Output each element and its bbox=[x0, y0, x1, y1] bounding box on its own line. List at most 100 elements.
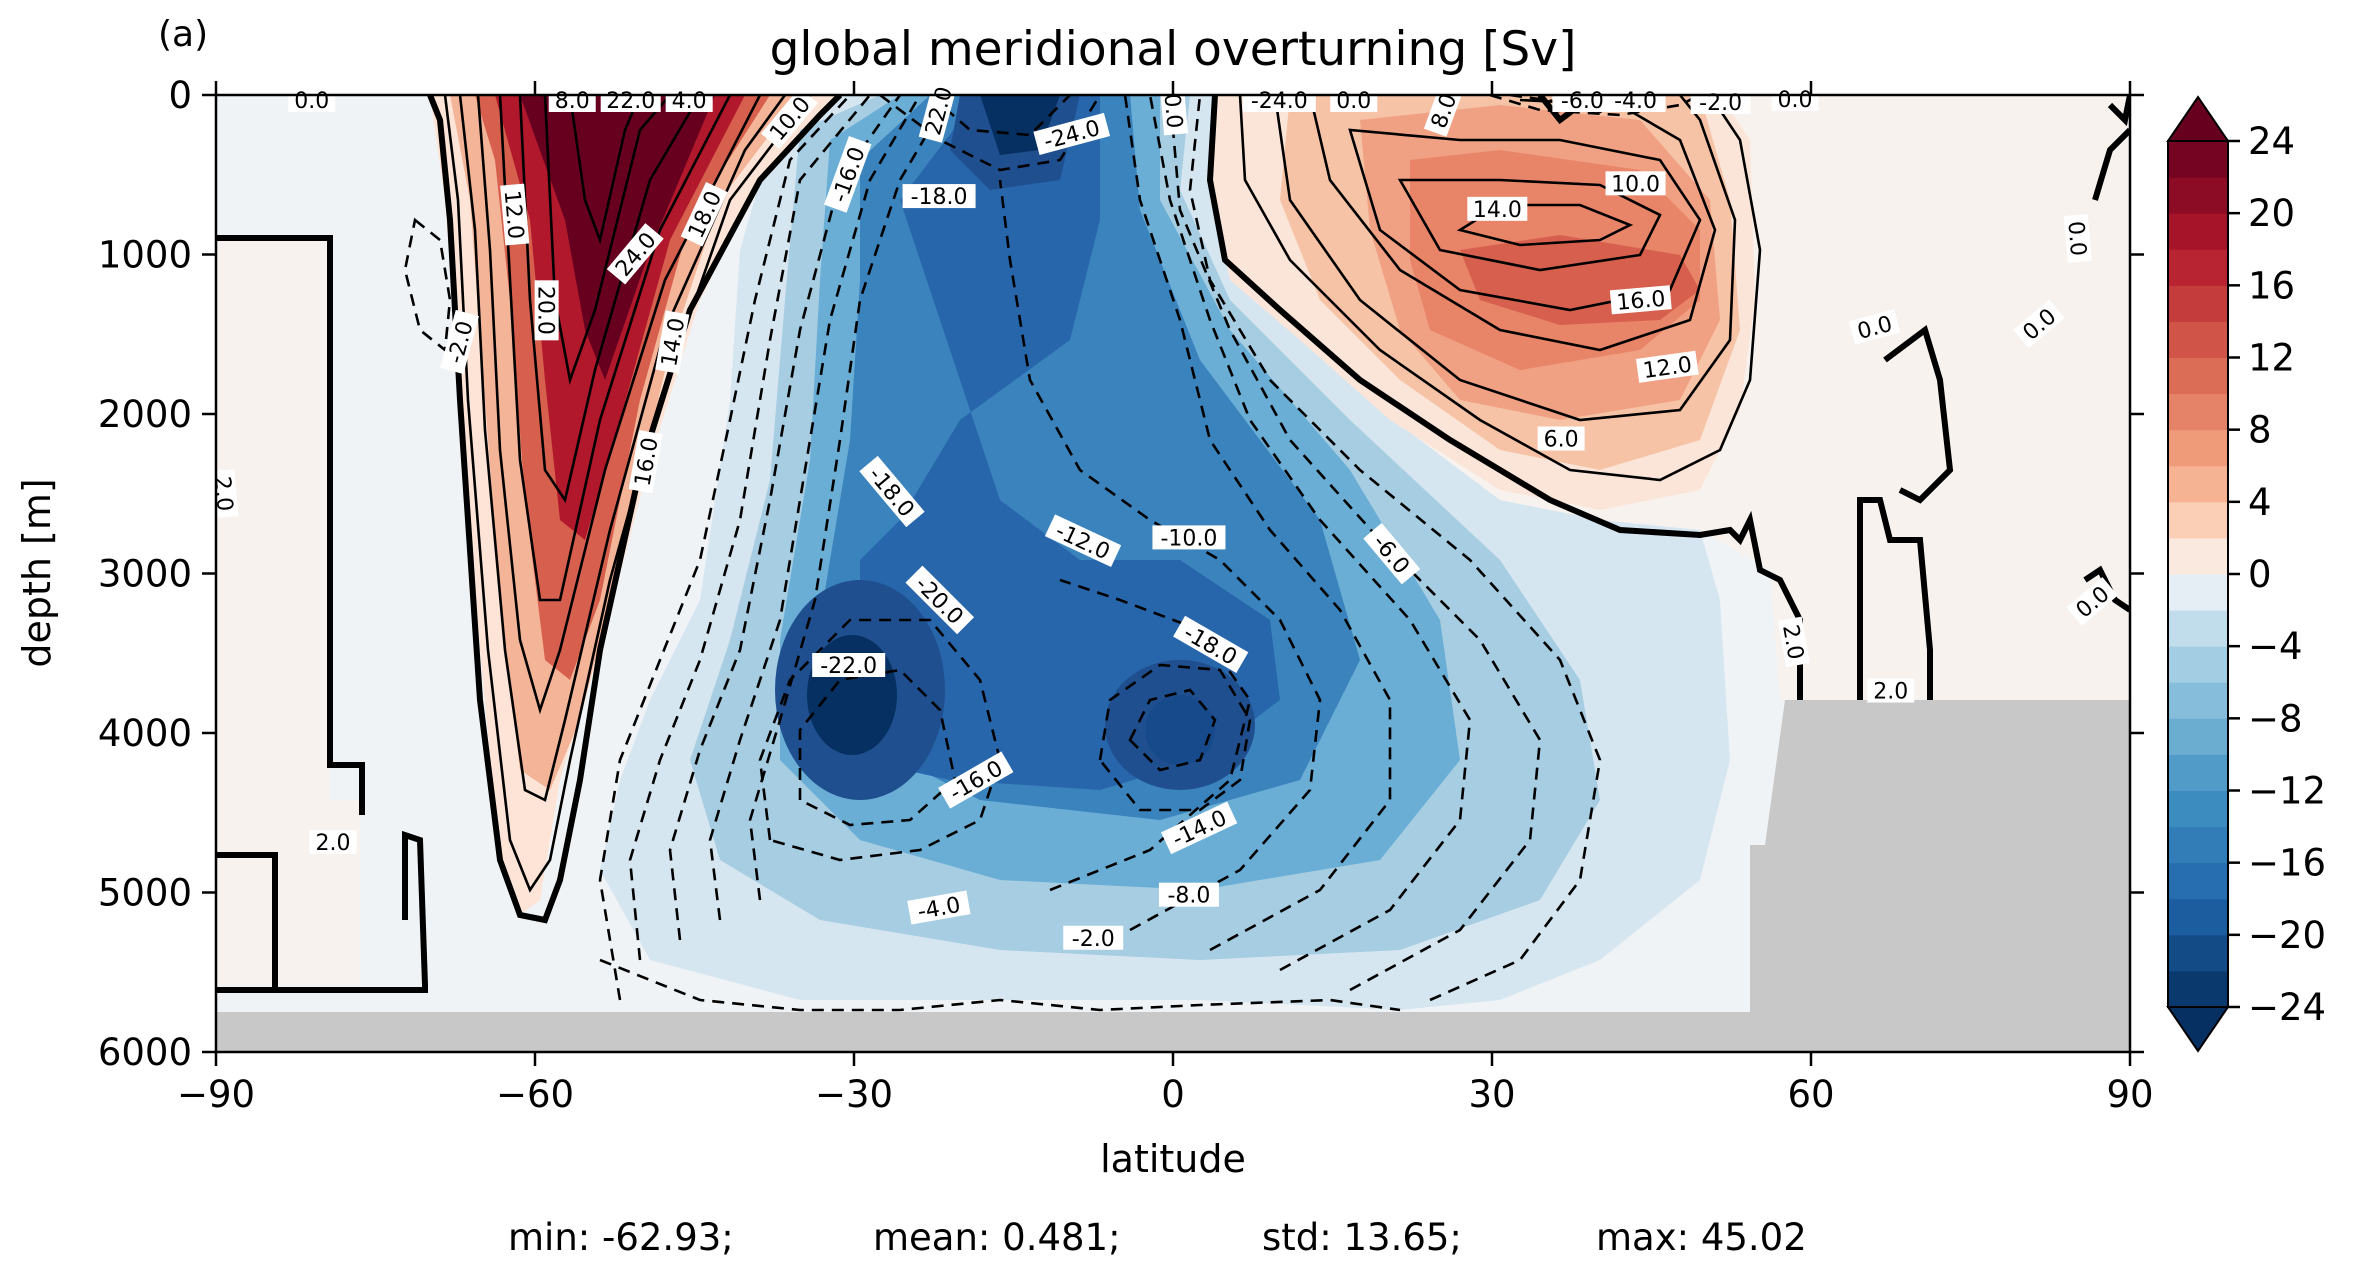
contour-label: 0.0 bbox=[2062, 214, 2092, 263]
stat-max: max: 45.02 bbox=[1596, 1216, 1807, 1259]
contour-label-text: -22.0 bbox=[820, 654, 877, 679]
contour-label-text: 0.0 bbox=[1159, 92, 1187, 129]
contour-label-bg bbox=[680, 181, 728, 247]
contour-label: -18.0 bbox=[902, 184, 976, 210]
contour-label: -8.0 bbox=[1158, 882, 1219, 909]
contour-label: -22.0 bbox=[812, 653, 886, 679]
contour-label-bg bbox=[1778, 616, 1810, 668]
colorbar-segment bbox=[2168, 862, 2228, 900]
contour-label-text: 16.0 bbox=[1615, 287, 1666, 316]
y-tick-label: 6000 bbox=[98, 1031, 192, 1074]
colorbar-segment bbox=[2168, 574, 2228, 611]
contour-label-bg bbox=[1033, 112, 1111, 155]
colorbar: 24 20 16 12 8 4 0 −4 −8 −12 −16 −20 −24 bbox=[2166, 95, 2326, 1053]
contour-label-bg bbox=[1467, 196, 1528, 221]
x-tick-label: 0 bbox=[1161, 1073, 1185, 1116]
colorbar-segment bbox=[2168, 249, 2228, 286]
colorbar-segment bbox=[2168, 501, 2228, 539]
contour-label-bg bbox=[500, 183, 530, 246]
contour-label-text: 2.0 bbox=[1777, 623, 1808, 662]
negative-contour-lines bbox=[403, 95, 1701, 1012]
contour-label: 0.0 bbox=[288, 88, 336, 114]
contour-label-bg bbox=[812, 653, 886, 678]
contour-label-bg bbox=[2066, 577, 2118, 626]
contour-label-text: 6.0 bbox=[1544, 428, 1579, 453]
contour-label-bg bbox=[1635, 350, 1699, 383]
contour-label-text: 0.0 bbox=[1336, 89, 1371, 114]
contour-label-bg bbox=[1242, 88, 1316, 112]
contour-label: 12.0 bbox=[499, 183, 530, 246]
colorbar-tick-label: −24 bbox=[2248, 986, 2326, 1029]
plot-area bbox=[216, 95, 2130, 1052]
contour-label-bg bbox=[1552, 88, 1613, 112]
y-tick-label: 3000 bbox=[98, 553, 192, 596]
contour-label-bg bbox=[309, 830, 357, 855]
contour-label-bg bbox=[548, 88, 596, 112]
contour-label: 4.0 bbox=[665, 88, 713, 114]
colorbar-segment bbox=[2168, 141, 2228, 178]
colorbar-tick-label: 24 bbox=[2248, 120, 2295, 163]
contour-label-text: -8.0 bbox=[1167, 884, 1210, 909]
contour-label-bg bbox=[628, 430, 663, 494]
contour-label-text: -18.0 bbox=[911, 185, 968, 210]
colorbar-segment bbox=[2168, 285, 2228, 322]
x-axis-label: latitude bbox=[1100, 1137, 1246, 1181]
contour-label-bg bbox=[440, 309, 479, 375]
contour-label: 6.0 bbox=[1537, 426, 1585, 453]
contour-label-bg bbox=[1158, 882, 1219, 907]
x-tick-label: 30 bbox=[1468, 1073, 1515, 1116]
contour-label: -24.0 bbox=[1242, 88, 1316, 114]
stats-line: min: -62.93; mean: 0.481; std: 13.65; ma… bbox=[508, 1216, 1807, 1259]
contour-label: 0.0 bbox=[1159, 86, 1188, 136]
contour-label-bg bbox=[907, 890, 971, 925]
colorbar-segment bbox=[2168, 610, 2228, 647]
contour-label-bg bbox=[1161, 801, 1238, 855]
y-tick-label: 0 bbox=[168, 74, 192, 117]
contour-label-bg bbox=[1605, 171, 1666, 196]
contour-label-bg bbox=[534, 280, 559, 341]
contour-label-bg bbox=[210, 469, 239, 519]
colorbar-extend-bottom bbox=[2166, 1006, 2230, 1053]
y-tick-label: 2000 bbox=[98, 393, 192, 436]
contour-label-text: 20.0 bbox=[533, 286, 558, 335]
contour-label-bg bbox=[288, 88, 336, 112]
x-tick-label: −30 bbox=[815, 1073, 893, 1116]
contour-label-bg bbox=[2063, 214, 2092, 263]
contour-label-text: 4.0 bbox=[672, 89, 707, 114]
contour-label: 8.0 bbox=[548, 88, 596, 114]
contour-label-text: 2.0 bbox=[1873, 680, 1908, 705]
contour-label: 2.0 bbox=[309, 830, 357, 856]
contour-label: -4.0 bbox=[1605, 88, 1666, 114]
contour-label-bg bbox=[1159, 86, 1188, 136]
colorbar-tick-label: 0 bbox=[2248, 553, 2272, 596]
colorbar-segment bbox=[2168, 321, 2228, 358]
colorbar-tick-label: 4 bbox=[2248, 481, 2272, 524]
contour-label-bg bbox=[859, 455, 925, 528]
colorbar-tick-label: −4 bbox=[2248, 625, 2303, 668]
fill-positive-west bbox=[216, 238, 360, 985]
colorbar-tick-label: 16 bbox=[2248, 264, 2295, 307]
contour-label-text: 10.0 bbox=[1611, 172, 1660, 197]
colorbar-extend-top bbox=[2166, 95, 2230, 142]
contour-label: 2.0 bbox=[1867, 678, 1915, 705]
contour-label-text: -4.0 bbox=[1614, 89, 1657, 114]
contour-label-text: 8.0 bbox=[555, 89, 590, 114]
panel-label: (a) bbox=[158, 14, 208, 55]
contour-label-text: 0.0 bbox=[294, 89, 329, 114]
contour-label-text: -24.0 bbox=[1251, 89, 1308, 114]
colorbar-segment bbox=[2168, 934, 2228, 972]
stat-min: min: -62.93; bbox=[508, 1216, 734, 1259]
colorbar-segment bbox=[2168, 790, 2228, 828]
contour-label: -10.0 bbox=[1152, 525, 1226, 551]
contour-label-text: 22.0 bbox=[606, 89, 655, 114]
contour-label-bg bbox=[1867, 678, 1915, 703]
contour-label: 2.0 bbox=[1777, 616, 1810, 668]
colorbar-tick-label: −12 bbox=[2248, 770, 2326, 813]
contour-label: 10.0 bbox=[1605, 171, 1666, 197]
contour-label-bg bbox=[905, 565, 975, 635]
colorbar-segment bbox=[2168, 646, 2228, 683]
contour-label-bg bbox=[1044, 514, 1122, 567]
contour-label-bg bbox=[1848, 309, 1901, 345]
contour-label: 0.0 bbox=[1330, 88, 1378, 114]
